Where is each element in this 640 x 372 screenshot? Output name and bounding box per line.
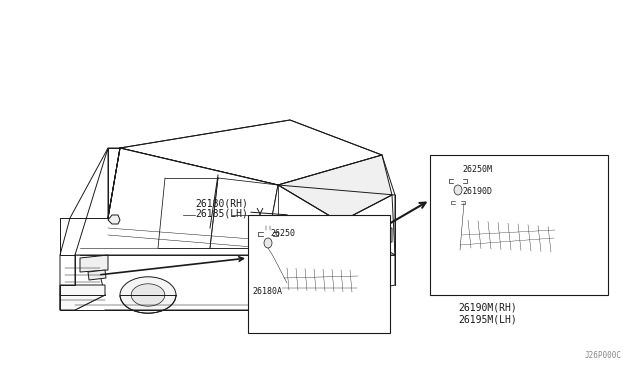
Ellipse shape: [120, 277, 176, 313]
Bar: [248, 215, 390, 333]
Ellipse shape: [264, 238, 272, 248]
Polygon shape: [455, 205, 560, 260]
Polygon shape: [108, 215, 120, 224]
Ellipse shape: [270, 257, 340, 299]
Text: J26P000C: J26P000C: [585, 351, 622, 360]
Bar: [430, 155, 608, 295]
Polygon shape: [451, 177, 465, 185]
Polygon shape: [60, 148, 120, 310]
Polygon shape: [265, 185, 395, 255]
Polygon shape: [95, 218, 268, 255]
Ellipse shape: [284, 265, 326, 291]
Polygon shape: [80, 255, 108, 272]
Ellipse shape: [131, 284, 165, 306]
Text: 26185(LH): 26185(LH): [195, 209, 248, 219]
Polygon shape: [363, 230, 374, 238]
Polygon shape: [120, 120, 382, 185]
Text: 26190D: 26190D: [462, 187, 492, 196]
Polygon shape: [88, 270, 106, 280]
Polygon shape: [75, 148, 278, 255]
Polygon shape: [108, 148, 278, 228]
Text: 26250M: 26250M: [462, 165, 492, 174]
Polygon shape: [358, 228, 392, 246]
Text: 26180(RH): 26180(RH): [195, 198, 248, 208]
Text: 26180A: 26180A: [252, 287, 282, 296]
Text: 26195M(LH): 26195M(LH): [458, 315, 516, 325]
Polygon shape: [278, 155, 392, 222]
Polygon shape: [261, 230, 275, 238]
Polygon shape: [60, 255, 105, 310]
Polygon shape: [60, 285, 105, 310]
Polygon shape: [75, 255, 95, 295]
Text: 26250: 26250: [270, 229, 295, 238]
Polygon shape: [452, 200, 464, 205]
Ellipse shape: [454, 185, 462, 195]
Polygon shape: [277, 263, 360, 298]
Text: 26190M(RH): 26190M(RH): [458, 303, 516, 313]
